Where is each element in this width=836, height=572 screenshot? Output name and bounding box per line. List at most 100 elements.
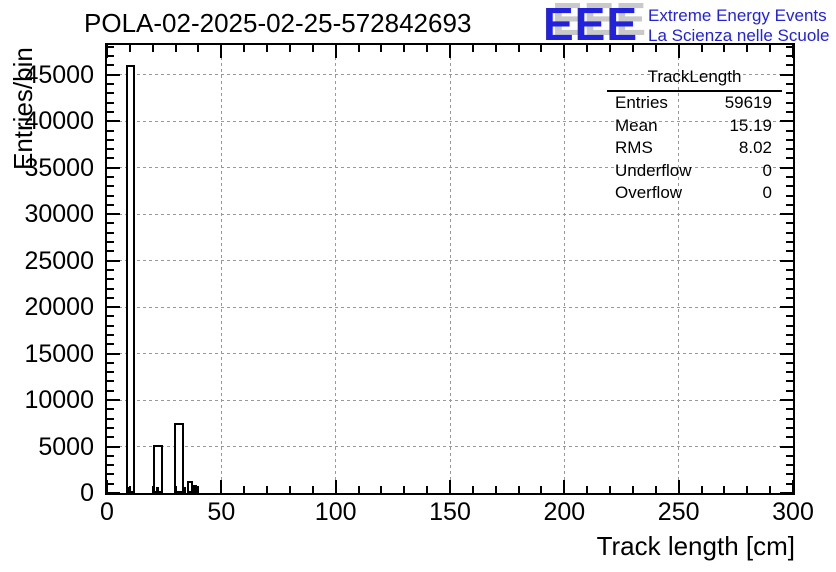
stats-row-label: Overflow	[615, 183, 683, 203]
horizontal-gridline	[107, 353, 793, 355]
x-tick	[677, 480, 680, 493]
y-tick	[107, 73, 120, 76]
x-tick	[106, 480, 108, 493]
y-tick-label: 5000	[38, 432, 94, 461]
x-tick	[517, 486, 520, 493]
y-tick-right	[780, 492, 793, 494]
y-tick-right	[786, 92, 793, 95]
y-tick-right	[786, 222, 793, 225]
x-tick-top	[449, 45, 451, 58]
x-tick-top	[220, 45, 223, 58]
x-tick	[311, 486, 314, 493]
histogram-bar	[127, 486, 131, 493]
x-tick	[357, 486, 360, 493]
vertical-gridline	[449, 45, 451, 493]
y-tick-right	[786, 45, 793, 48]
y-tick	[107, 426, 114, 429]
x-tick	[769, 486, 772, 493]
x-tick-label: 250	[657, 498, 700, 526]
x-tick-top	[654, 45, 657, 52]
stats-row: Mean 15.19	[607, 115, 782, 138]
y-tick-label: 15000	[24, 339, 94, 368]
x-tick	[197, 486, 200, 493]
histogram-bar	[173, 423, 184, 493]
y-tick	[107, 436, 114, 439]
x-tick	[128, 486, 131, 493]
y-tick-label: 0	[80, 479, 94, 507]
x-tick	[334, 480, 337, 493]
y-tick	[107, 194, 114, 197]
y-tick	[107, 120, 120, 123]
y-tick	[107, 138, 114, 141]
y-tick-right	[786, 426, 793, 429]
histogram-bar	[183, 487, 187, 493]
y-tick	[107, 361, 114, 364]
eee-logo-text: Extreme Energy Events La Scienza nelle S…	[648, 6, 829, 46]
stats-box-rows: Entries 59619 Mean 15.19 RMS 8.02 Underflow 0 Ov…	[607, 92, 782, 205]
y-tick-right	[786, 129, 793, 132]
x-tick-top	[471, 45, 474, 52]
y-tick-right	[786, 408, 793, 411]
x-tick-top	[106, 45, 108, 58]
y-tick	[107, 417, 114, 420]
x-tick	[471, 486, 474, 493]
x-tick-top	[792, 45, 794, 58]
y-tick-right	[786, 185, 793, 188]
y-tick	[107, 333, 114, 336]
x-tick	[266, 486, 269, 493]
y-tick	[107, 213, 120, 216]
y-tick-label: 10000	[24, 386, 94, 415]
y-tick-right	[780, 306, 793, 309]
stats-row-label: RMS	[615, 138, 653, 158]
y-axis-tick-labels: 0 5000 10000 15000 20000 25000 30000 35000 40000…	[0, 45, 100, 507]
y-tick-right	[786, 473, 793, 476]
x-tick	[151, 486, 154, 493]
x-tick-label: 0	[100, 498, 114, 526]
x-tick-label: 50	[207, 498, 236, 526]
stats-row-value: 0	[762, 183, 772, 203]
y-tick	[107, 129, 114, 132]
y-tick-right	[780, 213, 793, 216]
y-tick	[107, 241, 114, 244]
y-tick	[107, 315, 114, 318]
histogram-bar	[186, 480, 193, 493]
y-tick-right	[786, 296, 793, 299]
y-tick-right	[786, 138, 793, 141]
histogram-bar	[125, 65, 135, 493]
y-tick	[107, 157, 114, 160]
x-tick	[586, 486, 589, 493]
eee-logo-line1: Extreme Energy Events	[648, 6, 827, 25]
x-tick-top	[197, 45, 200, 52]
x-tick	[243, 486, 246, 493]
x-tick-top	[677, 45, 680, 58]
y-tick	[107, 399, 120, 402]
y-tick-right	[786, 389, 793, 392]
y-tick	[107, 380, 114, 383]
y-tick-right	[786, 250, 793, 253]
y-tick	[107, 371, 114, 374]
x-tick-top	[403, 45, 406, 52]
y-tick	[107, 166, 120, 169]
horizontal-gridline	[107, 120, 793, 122]
y-tick-right	[786, 231, 793, 234]
y-tick	[107, 268, 114, 271]
x-tick-top	[494, 45, 497, 52]
x-tick-top	[426, 45, 429, 52]
x-tick-top	[609, 45, 612, 52]
y-tick-right	[786, 454, 793, 457]
vertical-gridline	[335, 45, 337, 493]
x-tick	[426, 486, 429, 493]
x-tick	[288, 486, 291, 493]
vertical-gridline	[220, 45, 222, 493]
x-tick	[654, 486, 657, 493]
y-tick-label: 30000	[24, 200, 94, 229]
x-tick	[746, 486, 749, 493]
y-tick-right	[786, 287, 793, 290]
y-tick	[107, 231, 114, 234]
x-tick-label: 300	[772, 498, 814, 526]
y-tick-right	[786, 315, 793, 318]
y-tick-right	[786, 268, 793, 271]
stats-row-label: Entries	[615, 93, 668, 113]
y-tick	[107, 92, 114, 95]
